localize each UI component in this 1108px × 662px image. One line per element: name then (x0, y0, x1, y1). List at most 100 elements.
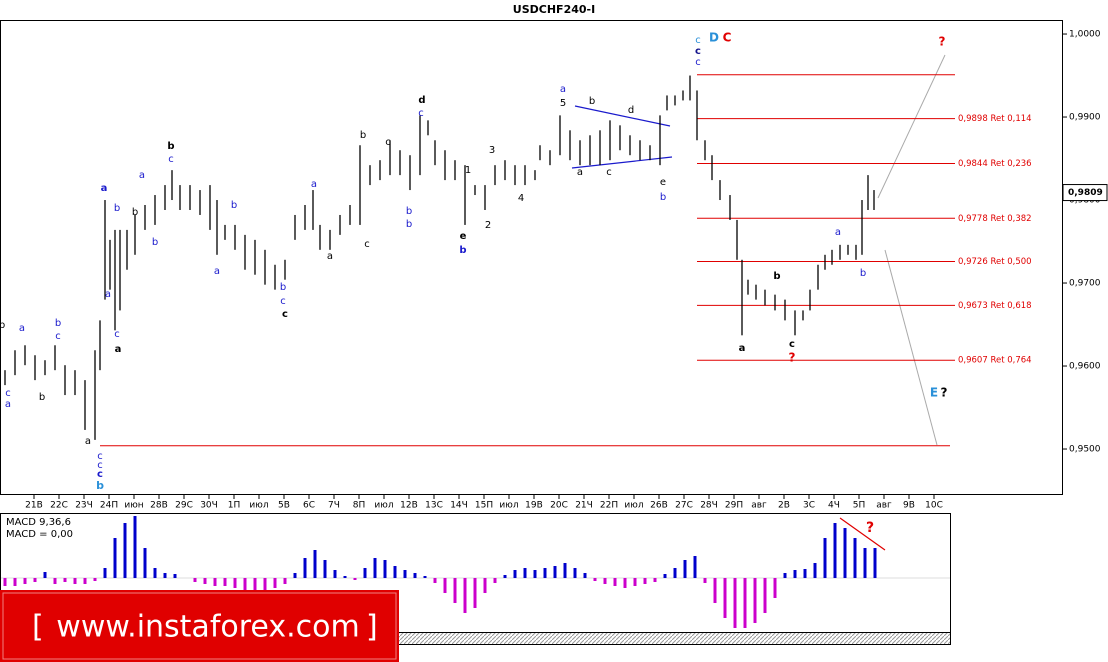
macd-bar (663, 574, 667, 578)
macd-bar (453, 578, 457, 603)
macd-bar (333, 570, 337, 578)
macd-bar (113, 538, 117, 578)
macd-bar (623, 578, 627, 588)
wave-label: ? (941, 386, 948, 400)
last-price-label: 0,9809 (1068, 188, 1103, 198)
wave-label: c (695, 35, 701, 46)
watermark-border (2, 592, 397, 660)
macd-bar (63, 578, 67, 582)
x-tick-label: июл (374, 501, 393, 511)
macd-bar (793, 570, 797, 578)
macd-bar (83, 578, 87, 584)
last-price-box (1062, 184, 1108, 202)
macd-bar (153, 568, 157, 578)
x-tick-label: 26В (650, 501, 668, 511)
x-tick-label: 5П (853, 501, 866, 511)
macd-bar (143, 548, 147, 578)
macd-bar (553, 566, 557, 578)
x-tick-label: 9В (903, 501, 915, 511)
macd-bar (53, 578, 57, 584)
wave-label: b (152, 237, 158, 248)
wave-label: a (19, 323, 25, 334)
x-tick-label: 19В (525, 501, 543, 511)
x-tick-label: 15П (475, 501, 493, 511)
wave-label: 4 (518, 193, 524, 204)
x-tick-label: 21Ч (575, 501, 593, 511)
wave-label: 2 (485, 220, 491, 231)
x-tick-label: июн (124, 501, 143, 511)
macd-trend-line (839, 517, 886, 551)
macd-bar (23, 578, 27, 584)
wave-label: c (282, 309, 288, 320)
wave-label: d (418, 95, 425, 106)
macd-bar (743, 578, 747, 628)
wave-label: a (105, 289, 111, 300)
x-tick-label: 22С (50, 501, 68, 511)
wave-labels: D C c c c ? E ? a b c ? a b d c b b e b … (0, 31, 948, 537)
plot-frame (0, 20, 1063, 495)
retracement-label: 0,9726 Ret 0,500 (958, 257, 1032, 267)
macd-bar (423, 576, 427, 578)
macd-bar (353, 578, 357, 580)
macd-bar (293, 573, 297, 578)
wave-label: b (132, 207, 138, 218)
macd-bar (363, 568, 367, 578)
macd-bar (773, 578, 777, 598)
wave-label: a (835, 227, 841, 238)
macd-bar (833, 523, 837, 578)
wave-label: a (560, 84, 566, 95)
macd-bar (123, 523, 127, 578)
macd-bar (563, 563, 567, 578)
y-tick-label: 0,9500 (1069, 445, 1101, 455)
x-tick-label: 30Ч (200, 501, 218, 511)
trend-line (574, 105, 671, 127)
macd-bar (383, 560, 387, 578)
wave-label: a (139, 170, 145, 181)
wave-label: a (311, 179, 317, 190)
wave-label: a (85, 436, 91, 447)
wave-label: c (97, 451, 103, 462)
x-tick-label: 5В (278, 501, 290, 511)
y-tick-label: 0,9600 (1069, 362, 1101, 372)
watermark-bracket: ] (366, 610, 378, 645)
x-tick-label: 3С (803, 501, 815, 511)
retracement-label: 0,9607 Ret 0,764 (958, 356, 1032, 366)
x-tick-label: 24П (100, 501, 118, 511)
projection-line (884, 249, 938, 446)
macd-bar (853, 538, 857, 578)
macd-bar (393, 566, 397, 578)
macd-bar (243, 578, 247, 590)
x-tick-label: 6С (303, 501, 315, 511)
macd-bar (3, 578, 7, 586)
macd-bar (653, 578, 657, 582)
wave-label: c (280, 296, 286, 307)
macd-bar (463, 578, 467, 613)
x-tick-label: авг (751, 501, 767, 511)
x-tick-label: 21В (25, 501, 43, 511)
x-tick-label: июл (624, 501, 643, 511)
retracement-label: 0,9673 Ret 0,618 (958, 301, 1032, 311)
macd-bar (253, 578, 257, 590)
macd-bar (473, 578, 477, 608)
wave-label: d (628, 105, 634, 116)
chart-title: USDCHF240-I (513, 3, 595, 16)
macd-bar (213, 578, 217, 586)
wave-label: 5 (560, 98, 566, 109)
macd-bar (493, 578, 497, 583)
x-tick-label: 22П (600, 501, 618, 511)
macd-bar (583, 573, 587, 578)
x-tick-label: 27С (675, 501, 693, 511)
wave-label: c (606, 167, 612, 178)
macd-value: MACD = 0,00 (6, 529, 73, 540)
x-tick-label: июл (249, 501, 268, 511)
macd-bar (573, 568, 577, 578)
macd-bar (413, 573, 417, 578)
macd-bar (403, 570, 407, 578)
wave-label: a (115, 344, 122, 355)
wave-label: b (360, 130, 366, 141)
trend-line (571, 156, 673, 169)
wave-label: b (96, 479, 104, 492)
retracement-label: 0,9844 Ret 0,236 (958, 159, 1032, 169)
wave-label: ? (866, 520, 874, 536)
